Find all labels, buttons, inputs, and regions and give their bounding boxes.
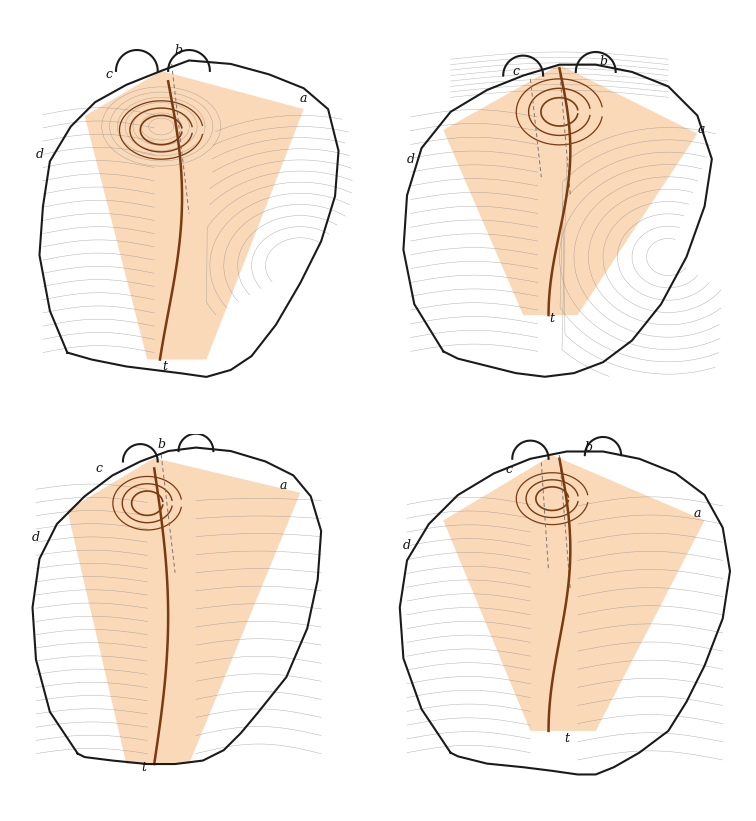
Text: d: d <box>32 531 40 544</box>
Text: b: b <box>584 442 593 454</box>
Text: c: c <box>95 462 102 475</box>
Text: d: d <box>36 148 43 161</box>
Text: t: t <box>550 312 555 325</box>
Text: d: d <box>407 153 414 166</box>
Text: a: a <box>693 507 701 520</box>
Polygon shape <box>67 458 300 764</box>
Polygon shape <box>400 452 730 774</box>
Text: t: t <box>162 360 167 373</box>
Polygon shape <box>85 71 304 360</box>
Text: t: t <box>141 761 147 774</box>
Text: d: d <box>403 539 411 553</box>
Text: a: a <box>300 92 308 105</box>
Polygon shape <box>404 65 712 377</box>
Text: b: b <box>157 438 165 451</box>
Text: b: b <box>599 54 607 67</box>
Text: c: c <box>106 68 113 80</box>
Text: c: c <box>505 463 512 476</box>
Text: a: a <box>697 123 705 136</box>
Polygon shape <box>33 447 321 764</box>
Polygon shape <box>443 65 697 315</box>
Text: a: a <box>279 479 287 493</box>
Polygon shape <box>443 455 705 731</box>
Text: c: c <box>513 66 519 79</box>
Text: t: t <box>564 732 569 745</box>
Polygon shape <box>39 61 339 377</box>
Text: b: b <box>175 44 182 57</box>
